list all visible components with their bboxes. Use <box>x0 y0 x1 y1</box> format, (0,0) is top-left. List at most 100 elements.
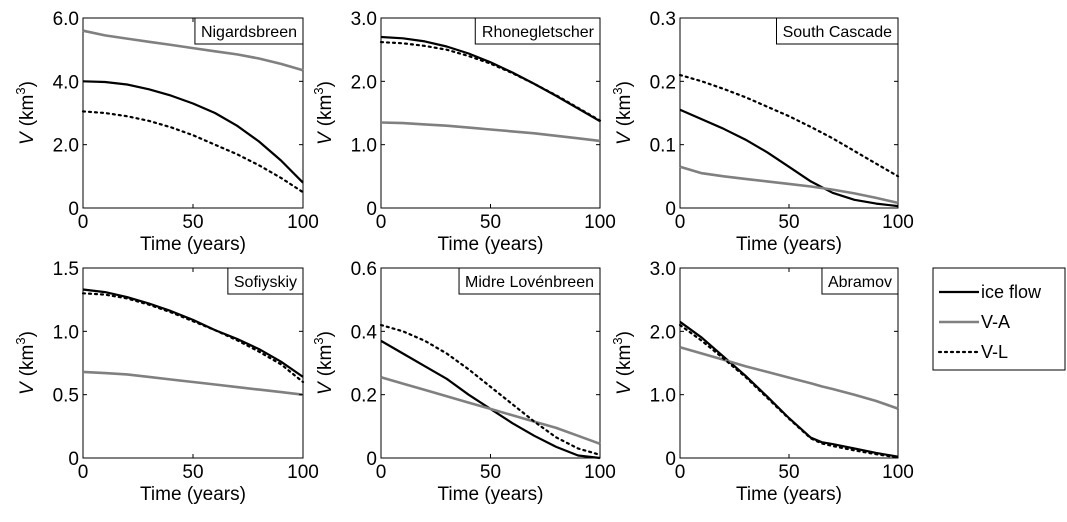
x-axis-label: Time (years) <box>736 234 842 255</box>
y-tick-label: 0 <box>366 199 377 220</box>
y-axis-variable: V <box>17 130 38 145</box>
x-axis-label: Time (years) <box>140 484 246 505</box>
legend-label-v-a: V-A <box>981 312 1010 332</box>
y-axis-variable: V <box>614 380 635 395</box>
y-axis-unit: (km <box>17 345 38 377</box>
series-line-v-a <box>82 370 304 396</box>
y-axis-label: V (km3) <box>610 331 635 395</box>
series-line-v-l <box>678 73 900 178</box>
panel-title-box <box>458 267 601 295</box>
x-axis-label: Time (years) <box>736 484 842 505</box>
panel-title: Nigardsbreen <box>201 24 297 41</box>
x-tick-label: 0 <box>78 462 89 483</box>
series-line-v-a <box>82 29 304 72</box>
series-line-ice-flow <box>82 288 304 378</box>
y-axis-unit-exponent: 3 <box>610 337 625 344</box>
x-tick-label: 0 <box>376 462 387 483</box>
y-axis-unit-exponent: 3 <box>311 87 326 94</box>
series-line-v-a <box>679 165 899 205</box>
panel-title-box <box>821 267 899 295</box>
y-tick-label: 6.0 <box>53 9 79 30</box>
series-line-v-a <box>380 121 601 143</box>
y-tick-label: 1.0 <box>650 386 676 407</box>
x-tick-label: 50 <box>480 212 501 233</box>
x-tick-label: 0 <box>376 212 387 233</box>
y-axis-unit-close: ) <box>17 81 38 87</box>
y-axis-variable: V <box>17 380 38 395</box>
series-line-ice-flow <box>679 108 899 208</box>
x-tick-label: 0 <box>78 212 89 233</box>
axes-frame <box>679 267 899 459</box>
y-axis-unit-close: ) <box>614 81 635 87</box>
axes-frame <box>679 17 899 209</box>
legend-box <box>932 267 1066 371</box>
panel-title-box <box>775 17 899 45</box>
series-line-v-l <box>81 292 305 384</box>
x-tick-label: 50 <box>480 462 501 483</box>
x-tick-label: 50 <box>778 462 799 483</box>
y-axis-unit: (km <box>614 95 635 127</box>
x-tick-label: 0 <box>675 462 686 483</box>
axes-frame <box>82 17 304 209</box>
panel-title-box <box>194 17 304 45</box>
panel-rhonegletscher: 0 50 100 0 1.0 2.0 3.0 Time (years) V (km3) Rhoneg… <box>311 9 616 255</box>
y-axis-unit-exponent: 3 <box>13 337 28 344</box>
x-tick-label: 50 <box>182 462 203 483</box>
y-axis-unit-exponent: 3 <box>13 87 28 94</box>
y-tick-label: 0 <box>68 449 79 470</box>
y-tick-label: 0.1 <box>650 136 676 157</box>
x-tick-label: 0 <box>675 212 686 233</box>
x-axis-label: Time (years) <box>438 234 544 255</box>
series-line-v-l <box>379 40 602 122</box>
y-tick-label: 3.0 <box>650 259 676 280</box>
series-line-v-a <box>679 345 899 410</box>
y-tick-label: 0 <box>366 449 377 470</box>
panel-title: Rhonegletscher <box>482 24 595 41</box>
y-axis-variable: V <box>614 130 635 145</box>
y-tick-label: 0.5 <box>53 386 79 407</box>
legend-label-v-l: V-L <box>981 342 1008 362</box>
y-tick-label: 0.6 <box>351 259 377 280</box>
y-tick-label: 4.0 <box>53 72 79 93</box>
y-axis-unit-close: ) <box>315 81 336 87</box>
axes-frame <box>380 267 601 459</box>
panel-title: South Cascade <box>783 24 893 41</box>
y-axis-label: V (km3) <box>610 81 635 145</box>
y-tick-label: 3.0 <box>351 9 377 30</box>
y-axis-unit-close: ) <box>315 331 336 337</box>
x-tick-label: 100 <box>584 462 616 483</box>
y-tick-label: 0.2 <box>650 72 676 93</box>
y-axis-unit-close: ) <box>614 331 635 337</box>
x-tick-label: 100 <box>882 462 914 483</box>
panel-title-box <box>227 267 304 295</box>
x-tick-label: 100 <box>287 212 319 233</box>
series-line-v-l <box>379 323 602 456</box>
axes-frame <box>82 267 304 459</box>
y-tick-label: 1.0 <box>53 322 79 343</box>
y-axis-variable: V <box>315 380 336 395</box>
y-axis-unit-exponent: 3 <box>610 87 625 94</box>
y-tick-label: 1.0 <box>351 136 377 157</box>
x-tick-label: 50 <box>778 212 799 233</box>
x-tick-label: 100 <box>882 212 914 233</box>
y-axis-unit: (km <box>614 345 635 377</box>
y-axis-label: V (km3) <box>311 331 336 395</box>
panel-midre-lovenbreen: 0 50 100 0 0.2 0.4 0.6 Time (years) V (km3) Midre … <box>311 259 616 505</box>
x-axis-label: Time (years) <box>438 484 544 505</box>
y-axis-variable: V <box>315 130 336 145</box>
y-tick-label: 0.3 <box>650 9 676 30</box>
panel-sofiyskiy: 0 50 100 0 0.5 1.0 1.5 Time (years) V (km3) Sofiys… <box>13 259 319 505</box>
panel-title: Midre Lovénbreen <box>465 274 594 291</box>
y-axis-label: V (km3) <box>13 81 38 145</box>
y-tick-label: 0.2 <box>351 386 377 407</box>
legend-label-ice-flow: ice flow <box>981 282 1042 302</box>
y-tick-label: 2.0 <box>53 136 79 157</box>
panel-nigardsbreen: 0 50 100 0 2.0 4.0 6.0 Time (years) V (km3) Nigard… <box>13 9 319 255</box>
y-tick-label: 2.0 <box>351 72 377 93</box>
y-axis-unit: (km <box>17 95 38 127</box>
y-axis-unit-close: ) <box>17 331 38 337</box>
y-axis-unit-exponent: 3 <box>311 337 326 344</box>
series-line-v-l <box>678 323 900 459</box>
